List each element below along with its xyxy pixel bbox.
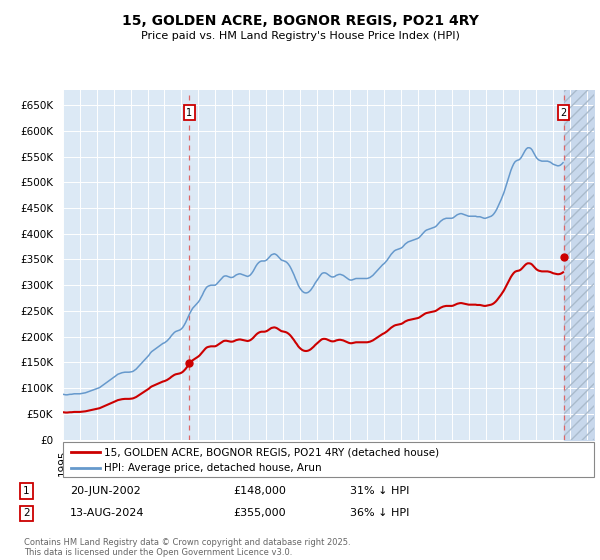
Text: 15, GOLDEN ACRE, BOGNOR REGIS, PO21 4RY: 15, GOLDEN ACRE, BOGNOR REGIS, PO21 4RY: [122, 14, 478, 28]
Text: 15, GOLDEN ACRE, BOGNOR REGIS, PO21 4RY (detached house): 15, GOLDEN ACRE, BOGNOR REGIS, PO21 4RY …: [104, 447, 440, 457]
Text: Price paid vs. HM Land Registry's House Price Index (HPI): Price paid vs. HM Land Registry's House …: [140, 31, 460, 41]
Text: 31% ↓ HPI: 31% ↓ HPI: [350, 486, 409, 496]
Text: HPI: Average price, detached house, Arun: HPI: Average price, detached house, Arun: [104, 463, 322, 473]
Text: 1: 1: [23, 486, 30, 496]
Text: 13-AUG-2024: 13-AUG-2024: [70, 508, 145, 519]
Text: 36% ↓ HPI: 36% ↓ HPI: [350, 508, 409, 519]
Text: 2: 2: [560, 108, 567, 118]
Text: 1: 1: [186, 108, 192, 118]
Text: 2: 2: [23, 508, 30, 519]
Bar: [563, 90, 594, 440]
FancyBboxPatch shape: [63, 442, 594, 477]
Text: £355,000: £355,000: [233, 508, 286, 519]
Text: Contains HM Land Registry data © Crown copyright and database right 2025.
This d: Contains HM Land Registry data © Crown c…: [24, 538, 350, 557]
Text: 20-JUN-2002: 20-JUN-2002: [70, 486, 141, 496]
Text: £148,000: £148,000: [233, 486, 286, 496]
